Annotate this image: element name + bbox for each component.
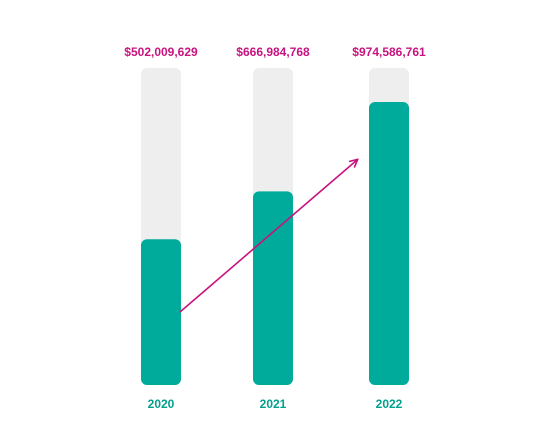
bar (141, 239, 181, 385)
bars (141, 102, 409, 385)
x-tick-label: 2022 (376, 397, 403, 411)
value-label: $974,586,761 (352, 45, 426, 59)
x-tick-label: 2020 (148, 397, 175, 411)
value-label: $666,984,768 (236, 45, 310, 59)
trend-arrow (179, 160, 357, 313)
labels: $502,009,629 2020 $666,984,768 2021 $974,586… (124, 45, 426, 411)
bar (369, 102, 409, 385)
value-label: $502,009,629 (124, 45, 198, 59)
x-tick-label: 2021 (260, 397, 287, 411)
